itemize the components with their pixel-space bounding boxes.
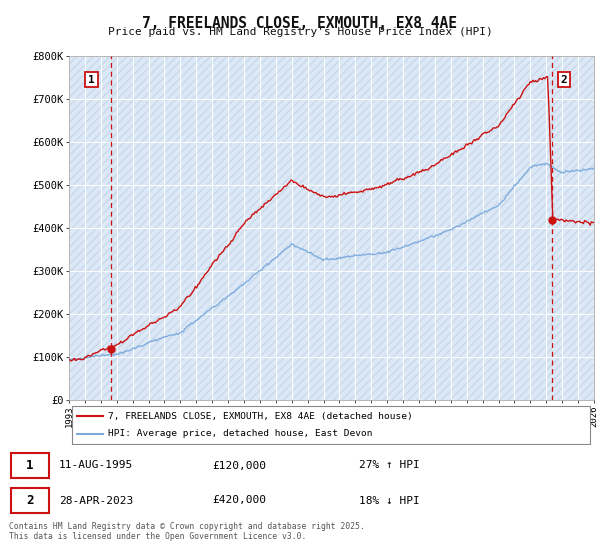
Text: 7, FREELANDS CLOSE, EXMOUTH, EX8 4AE (detached house): 7, FREELANDS CLOSE, EXMOUTH, EX8 4AE (de… bbox=[109, 412, 413, 421]
Text: 7, FREELANDS CLOSE, EXMOUTH, EX8 4AE: 7, FREELANDS CLOSE, EXMOUTH, EX8 4AE bbox=[143, 16, 458, 31]
Text: 28-APR-2023: 28-APR-2023 bbox=[59, 496, 133, 506]
Text: HPI: Average price, detached house, East Devon: HPI: Average price, detached house, East… bbox=[109, 430, 373, 438]
Text: 1: 1 bbox=[26, 459, 33, 472]
Text: Contains HM Land Registry data © Crown copyright and database right 2025.
This d: Contains HM Land Registry data © Crown c… bbox=[9, 522, 365, 542]
FancyBboxPatch shape bbox=[11, 488, 49, 513]
Text: 2: 2 bbox=[561, 74, 568, 85]
Text: 11-AUG-1995: 11-AUG-1995 bbox=[59, 460, 133, 470]
Text: 18% ↓ HPI: 18% ↓ HPI bbox=[359, 496, 419, 506]
Text: £120,000: £120,000 bbox=[212, 460, 266, 470]
Text: 2: 2 bbox=[26, 494, 33, 507]
Text: 1: 1 bbox=[88, 74, 95, 85]
Text: Price paid vs. HM Land Registry's House Price Index (HPI): Price paid vs. HM Land Registry's House … bbox=[107, 27, 493, 37]
Text: 27% ↑ HPI: 27% ↑ HPI bbox=[359, 460, 419, 470]
FancyBboxPatch shape bbox=[71, 405, 590, 445]
FancyBboxPatch shape bbox=[11, 453, 49, 478]
Text: £420,000: £420,000 bbox=[212, 496, 266, 506]
